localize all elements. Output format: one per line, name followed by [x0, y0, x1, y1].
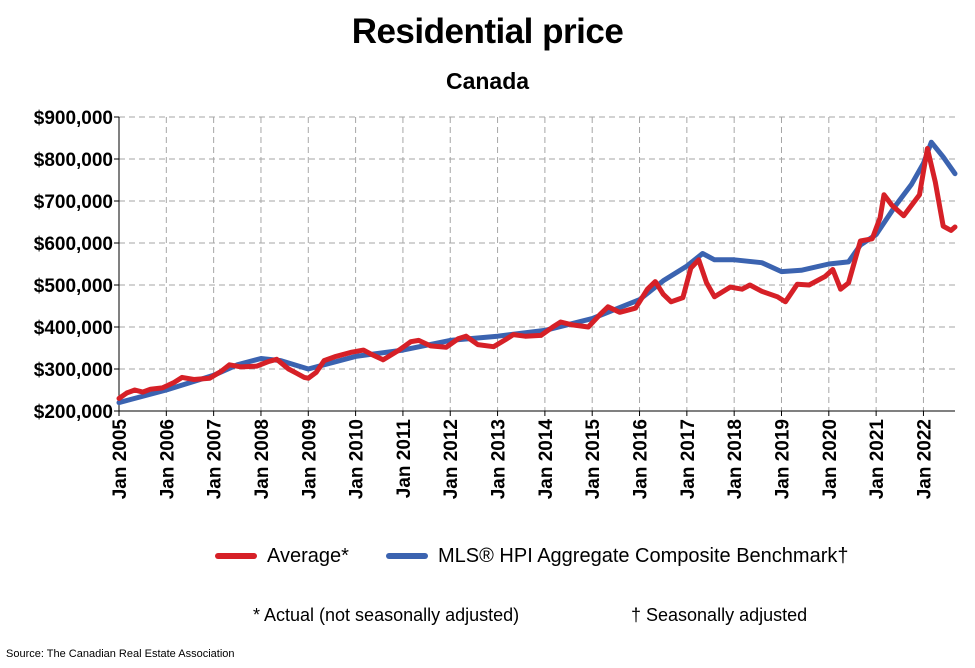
x-tick-label: Jan 2014 — [536, 419, 557, 500]
x-tick-label: Jan 2015 — [583, 419, 604, 500]
x-tick-label: Jan 2007 — [205, 419, 226, 499]
source-note: Source: The Canadian Real Estate Associa… — [6, 648, 235, 660]
series-line-average — [116, 146, 958, 401]
chart-title: Residential price — [351, 12, 624, 51]
legend-swatch-average — [215, 553, 257, 559]
x-tick-label: Jan 2018 — [725, 419, 746, 499]
x-tick-label: Jan 2022 — [914, 419, 935, 499]
chart-subtitle: Canada — [445, 68, 530, 94]
y-tick-label: $500,000 — [34, 276, 113, 297]
x-tick-label: Jan 2013 — [489, 419, 510, 499]
x-tick-label: Jan 2009 — [299, 419, 320, 499]
x-tick-label: Jan 2010 — [347, 419, 368, 499]
x-tick-label: Jan 2019 — [772, 419, 793, 499]
legend-swatch-hpi — [386, 553, 428, 559]
x-tick-label: Jan 2011 — [394, 419, 415, 499]
y-tick-label: $900,000 — [34, 108, 113, 129]
y-tick-label: $400,000 — [34, 318, 113, 339]
y-tick-label: $200,000 — [34, 402, 113, 423]
x-tick-label: Jan 2020 — [820, 419, 841, 499]
series-line-hpi — [116, 139, 958, 406]
legend-label-hpi: MLS® HPI Aggregate Composite Benchmark† — [438, 544, 849, 567]
x-tick-label: Jan 2006 — [157, 419, 178, 499]
legend-item-average: Average* — [215, 543, 349, 569]
legend-label-average: Average* — [267, 544, 349, 567]
footnote-actual: * Actual (not seasonally adjusted) — [253, 605, 520, 625]
x-tick-label: Jan 2017 — [678, 419, 699, 499]
y-tick-label: $300,000 — [34, 360, 113, 381]
chart-plot: $200,000 $300,000 $400,000 $500,000 $600,000… — [34, 108, 958, 500]
x-tick-label: Jan 2005 — [110, 419, 131, 500]
y-tick-label: $800,000 — [34, 150, 113, 171]
y-tick-label: $600,000 — [34, 234, 113, 255]
legend-item-hpi: MLS® HPI Aggregate Composite Benchmark† — [386, 543, 849, 569]
x-tick-label: Jan 2021 — [867, 419, 888, 500]
footnote-seasonal: † Seasonally adjusted — [631, 605, 808, 625]
x-tick-label: Jan 2012 — [441, 419, 462, 499]
x-tick-label: Jan 2016 — [631, 419, 652, 499]
x-tick-label: Jan 2008 — [252, 419, 273, 499]
y-tick-label: $700,000 — [34, 192, 113, 213]
